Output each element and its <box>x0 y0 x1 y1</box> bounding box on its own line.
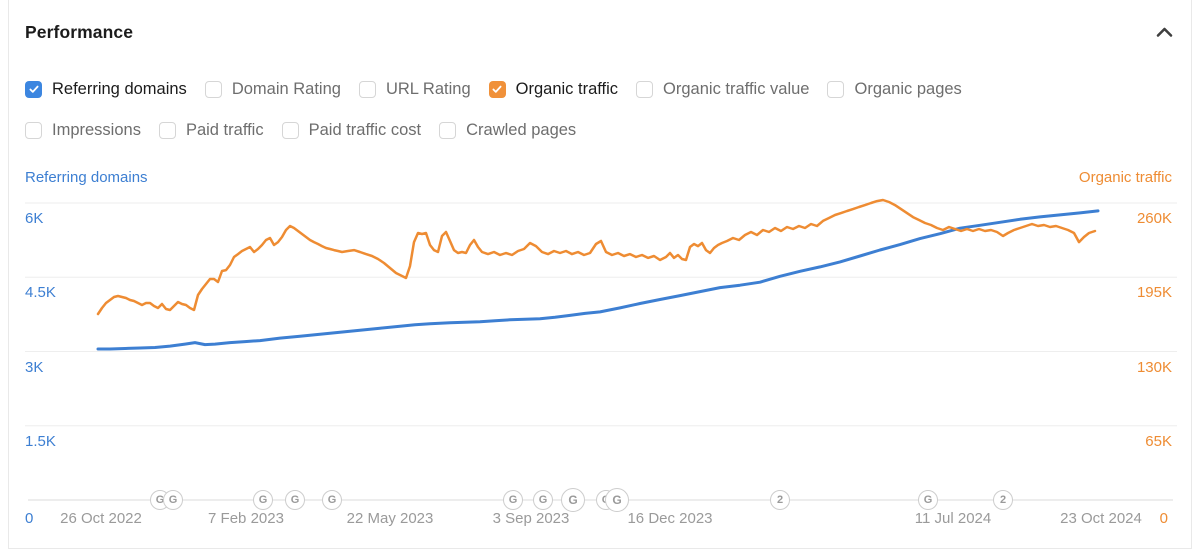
metric-label: Organic pages <box>854 79 962 98</box>
panel-title: Performance <box>25 21 134 42</box>
metric-label: Impressions <box>52 120 141 139</box>
google-update-marker-icon[interactable]: 2 <box>770 490 790 510</box>
metric-label: Crawled pages <box>466 120 577 139</box>
unchecked-checkbox-icon[interactable] <box>204 80 222 98</box>
unchecked-checkbox-icon[interactable] <box>439 121 457 139</box>
metric-checkbox-referring-domains[interactable]: Referring domains <box>25 80 187 99</box>
metric-checkbox-paid-traffic-cost[interactable]: Paid traffic cost <box>281 120 422 140</box>
unchecked-checkbox-icon[interactable] <box>358 80 376 98</box>
checked-checkbox-icon[interactable] <box>488 80 506 98</box>
unchecked-checkbox-icon[interactable] <box>158 121 176 139</box>
unchecked-checkbox-icon[interactable] <box>636 80 654 98</box>
metric-checkbox-crawled-pages[interactable]: Crawled pages <box>439 121 576 140</box>
google-update-marker-icon[interactable]: 2 <box>993 490 1013 510</box>
google-update-marker-icon[interactable]: G <box>322 490 342 510</box>
google-update-marker-icon[interactable]: G <box>163 490 183 510</box>
series-line-organic-traffic[interactable] <box>96 198 1097 316</box>
series-line-referring-domains[interactable] <box>96 209 1100 351</box>
google-update-marker-icon[interactable]: G <box>918 490 938 510</box>
google-update-marker-icon[interactable]: G <box>533 490 553 510</box>
metric-checkbox-organic-traffic[interactable]: Organic traffic <box>488 79 619 99</box>
checkmark-icon <box>29 85 38 93</box>
metric-checkbox-url-rating[interactable]: URL Rating <box>358 79 471 99</box>
unchecked-checkbox-icon[interactable] <box>281 121 299 139</box>
metric-label: Paid traffic <box>185 120 264 139</box>
metric-label: Organic traffic <box>515 79 619 98</box>
google-update-marker-icon[interactable]: G <box>561 488 585 512</box>
metric-label: Paid traffic cost <box>308 120 422 139</box>
metric-checkbox-organic-traffic-value[interactable]: Organic traffic value <box>636 80 809 99</box>
checked-checkbox-icon[interactable] <box>25 80 42 98</box>
metric-label: URL Rating <box>385 79 471 98</box>
metrics-row-1: Referring domains Domain Rating URL Rating… <box>25 78 1180 100</box>
checkmark-icon <box>492 85 502 93</box>
metrics-row-2: Impressions Paid traffic Paid traffic cost… <box>25 119 1180 141</box>
metric-label: Referring domains <box>52 79 187 98</box>
metric-checkbox-paid-traffic[interactable]: Paid traffic <box>158 120 264 140</box>
google-update-marker-icon[interactable]: G <box>285 490 305 510</box>
unchecked-checkbox-icon[interactable] <box>25 121 42 139</box>
metric-checkbox-impressions[interactable]: Impressions <box>25 121 141 140</box>
unchecked-checkbox-icon[interactable] <box>827 80 845 98</box>
metric-checkbox-domain-rating[interactable]: Domain Rating <box>204 79 341 99</box>
metric-label: Domain Rating <box>231 79 341 98</box>
metric-checkbox-organic-pages[interactable]: Organic pages <box>827 79 962 99</box>
google-update-marker-icon[interactable]: G <box>253 490 273 510</box>
right-axis-legend: Organic traffic <box>1078 168 1172 186</box>
chevron-up-icon <box>1156 27 1173 37</box>
metric-label: Organic traffic value <box>663 79 810 98</box>
chart-legend: Referring domains Organic traffic <box>25 168 1172 186</box>
google-update-marker-icon[interactable]: G <box>503 490 523 510</box>
google-update-marker-icon[interactable]: G <box>605 488 629 512</box>
collapse-panel-button[interactable] <box>1154 24 1175 40</box>
left-axis-legend: Referring domains <box>25 168 148 186</box>
